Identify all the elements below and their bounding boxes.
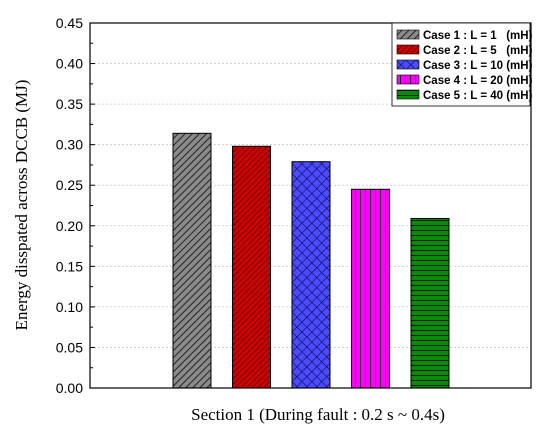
- bar-case-5: [410, 217, 450, 389]
- legend-swatch-case-1: [396, 29, 420, 40]
- plot-frame: [89, 22, 532, 389]
- y-tick-labels: 0.00 0.05 0.10 0.15 0.20 0.25 0.30 0.35 0.40 0.45: [56, 15, 83, 396]
- legend-swatch-case-2: [396, 44, 420, 55]
- legend: Case 1 : L = 1 (mH) Case 2 : L = 5 (mH) …: [391, 22, 533, 107]
- legend-label-case-4: Case 4 : L = 20 (mH): [423, 75, 533, 87]
- bars: [172, 132, 450, 389]
- legend-swatch-case-5: [396, 89, 420, 100]
- y-tick-label: 0.10: [56, 299, 83, 315]
- y-tick-label: 0.25: [56, 177, 83, 193]
- bar-case-1: [172, 132, 212, 389]
- legend-label-case-5: Case 5 : L = 40 (mH): [423, 90, 533, 102]
- y-tick-label: 0.30: [56, 137, 83, 153]
- y-tick-label: 0.35: [56, 96, 83, 112]
- y-tick-label: 0.15: [56, 258, 83, 274]
- x-axis-title: Section 1 (During fault : 0.2 s ~ 0.4s): [191, 405, 445, 424]
- y-axis-title: Energy disspated across DCCB (MJ): [12, 80, 31, 331]
- y-tick-label: 0.00: [56, 380, 83, 396]
- y-tick-label: 0.45: [56, 15, 83, 31]
- legend-swatch-case-4: [396, 74, 420, 85]
- y-tick-label: 0.05: [56, 339, 83, 355]
- y-tick-label: 0.40: [56, 56, 83, 72]
- y-tick-label: 0.20: [56, 218, 83, 234]
- axes: [89, 22, 532, 389]
- legend-label-case-2: Case 2 : L = 5 (mH): [423, 45, 533, 57]
- legend-swatch-case-3: [396, 59, 420, 70]
- legend-label-case-3: Case 3 : L = 10 (mH): [423, 60, 533, 72]
- legend-label-case-1: Case 1 : L = 1 (mH): [423, 30, 533, 42]
- bar-case-3: [291, 161, 331, 389]
- bar-case-4: [351, 188, 390, 389]
- bar-case-2: [232, 145, 271, 389]
